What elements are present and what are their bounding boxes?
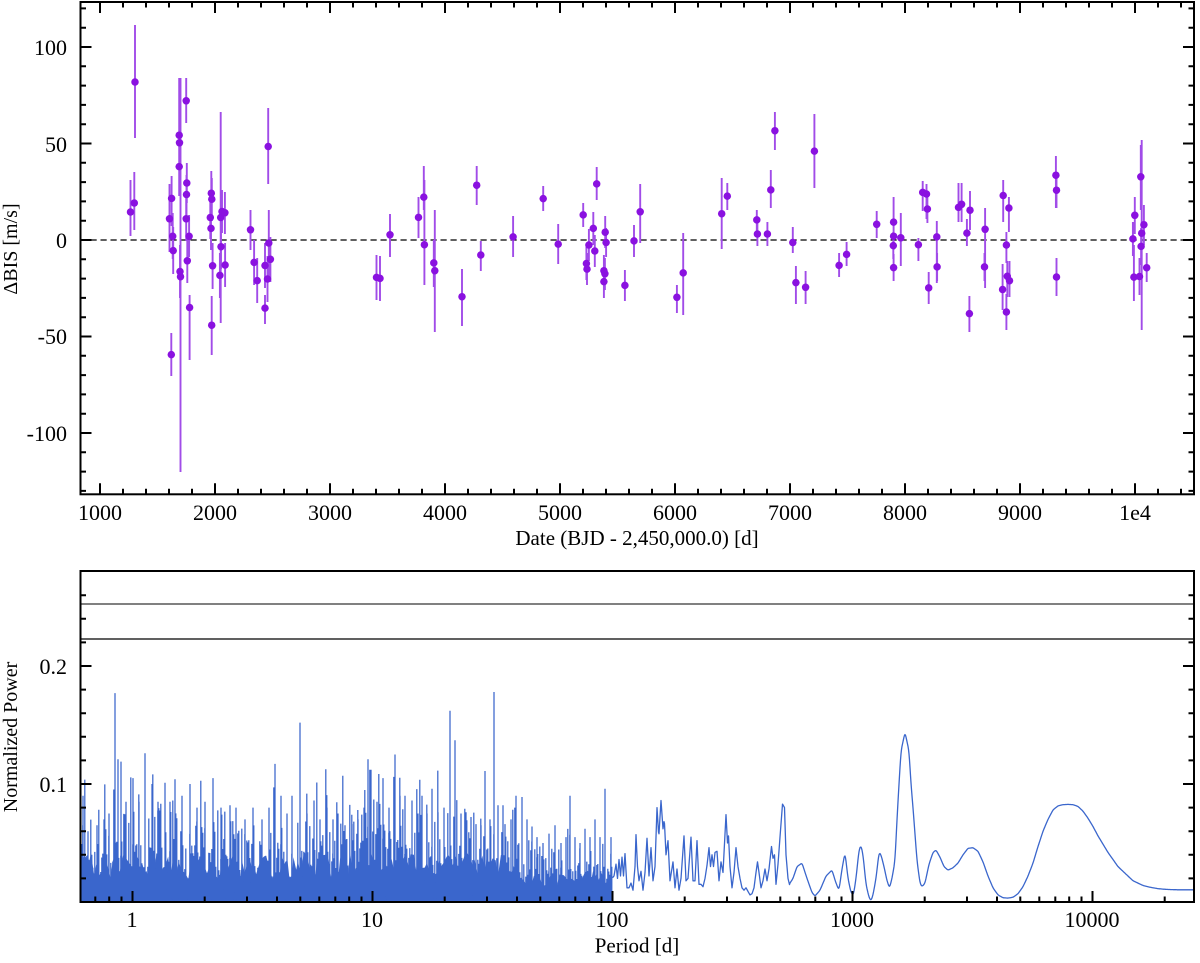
svg-text:50: 50 <box>45 132 67 157</box>
svg-text:1000: 1000 <box>830 907 874 932</box>
svg-text:10: 10 <box>361 907 383 932</box>
svg-text:10000: 10000 <box>1065 907 1120 932</box>
svg-text:Date (BJD - 2,450,000.0) [d]: Date (BJD - 2,450,000.0) [d] <box>515 526 758 550</box>
svg-text:Period [d]: Period [d] <box>595 934 680 958</box>
svg-text:100: 100 <box>596 907 629 932</box>
svg-text:-100: -100 <box>27 421 67 446</box>
svg-text:1e4: 1e4 <box>1119 500 1151 525</box>
svg-text:Normalized Power: Normalized Power <box>0 661 22 812</box>
svg-text:0.2: 0.2 <box>40 654 68 679</box>
svg-text:ΔBIS [m/s]: ΔBIS [m/s] <box>0 203 22 294</box>
svg-text:1000: 1000 <box>78 500 122 525</box>
svg-text:8000: 8000 <box>883 500 927 525</box>
svg-text:5000: 5000 <box>538 500 582 525</box>
svg-text:100: 100 <box>34 35 67 60</box>
svg-text:0.1: 0.1 <box>40 772 68 797</box>
svg-text:2000: 2000 <box>193 500 237 525</box>
svg-text:1: 1 <box>127 907 138 932</box>
svg-text:4000: 4000 <box>423 500 467 525</box>
svg-text:0: 0 <box>56 228 67 253</box>
svg-text:-50: -50 <box>38 324 67 349</box>
svg-text:9000: 9000 <box>998 500 1042 525</box>
svg-text:3000: 3000 <box>308 500 352 525</box>
svg-text:7000: 7000 <box>768 500 812 525</box>
svg-text:6000: 6000 <box>653 500 697 525</box>
